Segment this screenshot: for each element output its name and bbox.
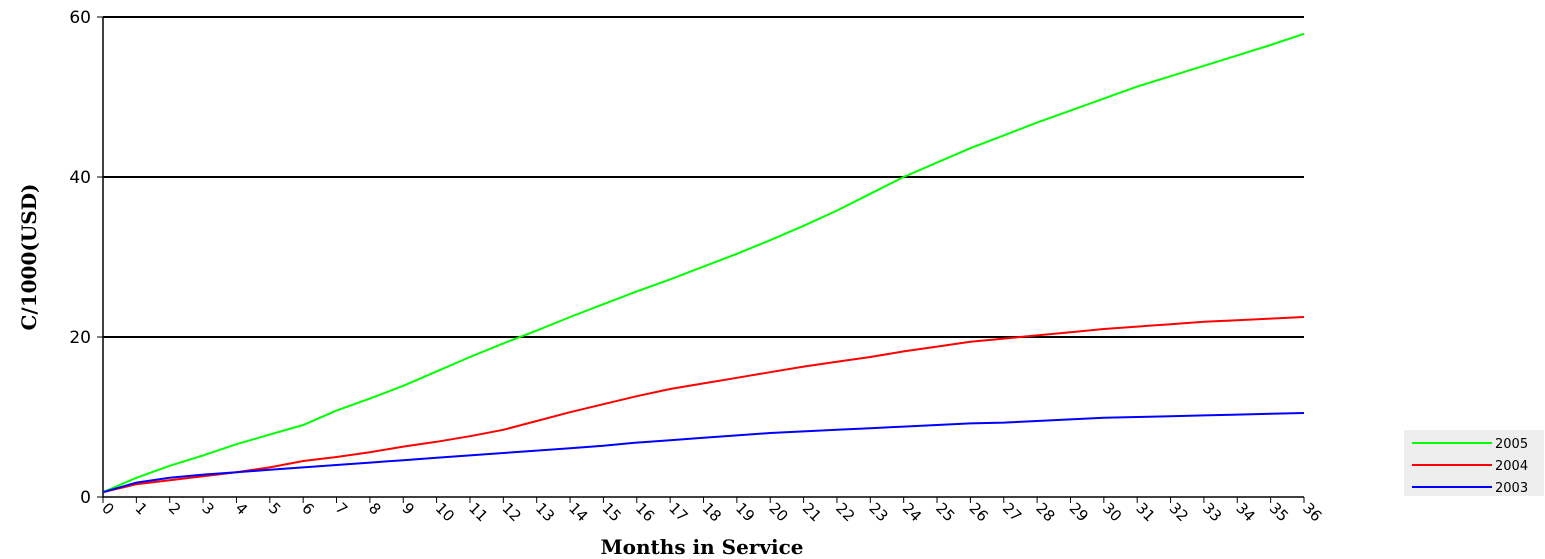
- legend-label-2005: 2005: [1495, 437, 1528, 452]
- x-tick-labels: 0 1 2 3 4 5 6 7 8 9 10 11 12 13 14 15 16 17 18 19 20 21 22 23 24…: [98, 499, 1325, 525]
- x-tick-label: 25: [932, 499, 958, 525]
- y-tick-label: 20: [69, 328, 91, 348]
- x-tick-label: 18: [699, 499, 725, 525]
- x-tick-label: 24: [899, 499, 925, 525]
- x-tick-label: 12: [499, 499, 525, 525]
- axes: [97, 16, 1305, 503]
- y-tick-label: 60: [69, 8, 91, 28]
- x-tick-label: 7: [332, 499, 351, 518]
- x-tick-label: 3: [198, 499, 217, 518]
- grid-lines: [103, 16, 1304, 338]
- series-line-2004: [102, 316, 1305, 494]
- x-axis-title: Months in Service: [601, 535, 804, 559]
- x-tick-label: 28: [1032, 499, 1058, 525]
- x-tick-label: 33: [1199, 499, 1225, 525]
- y-tick-labels: 0 20 40 60: [69, 8, 91, 508]
- x-tick-label: 13: [532, 499, 558, 525]
- series-lines: [102, 32, 1305, 494]
- x-tick-label: 34: [1232, 499, 1258, 525]
- x-tick-label: 4: [232, 499, 251, 518]
- y-axis-title: C/1000(USD): [17, 183, 41, 330]
- x-tick-label: 23: [865, 499, 891, 525]
- legend-label-2004: 2004: [1495, 459, 1528, 474]
- x-tick-label: 8: [365, 499, 384, 518]
- y-tick-label: 0: [80, 488, 91, 508]
- x-tick-label: 9: [398, 499, 417, 518]
- x-tick-label: 32: [1166, 499, 1192, 525]
- x-tick-label: 10: [432, 499, 458, 525]
- series-line-2005: [102, 32, 1305, 494]
- x-tick-label: 31: [1132, 499, 1158, 525]
- x-tick-label: 26: [966, 499, 992, 525]
- y-tick-label: 40: [69, 168, 91, 188]
- legend-label-2003: 2003: [1495, 481, 1528, 496]
- x-tick-label: 30: [1099, 499, 1125, 525]
- x-tick-label: 6: [298, 499, 317, 518]
- x-tick-label: 0: [98, 499, 117, 518]
- x-tick-label: 2: [165, 499, 184, 518]
- x-tick-label: 14: [565, 499, 591, 525]
- x-tick-label: 29: [1066, 499, 1092, 525]
- legend: 2005 2004 2003: [1404, 430, 1544, 496]
- legend-box: [1404, 430, 1544, 496]
- x-tick-label: 20: [765, 499, 791, 525]
- x-tick-label: 19: [732, 499, 758, 525]
- x-tick-label: 17: [665, 499, 691, 525]
- x-tick-label: 5: [265, 499, 284, 518]
- x-tick-label: 11: [465, 499, 491, 525]
- x-tick-label: 21: [799, 499, 825, 525]
- x-tick-label: 15: [599, 499, 625, 525]
- x-tick-label: 27: [999, 499, 1025, 525]
- x-tick-label: 1: [132, 499, 151, 518]
- x-tick-label: 22: [832, 499, 858, 525]
- x-tick-label: 36: [1299, 499, 1325, 525]
- series-line-2003: [102, 412, 1305, 494]
- x-tick-label: 35: [1266, 499, 1292, 525]
- x-tick-label: 16: [632, 499, 658, 525]
